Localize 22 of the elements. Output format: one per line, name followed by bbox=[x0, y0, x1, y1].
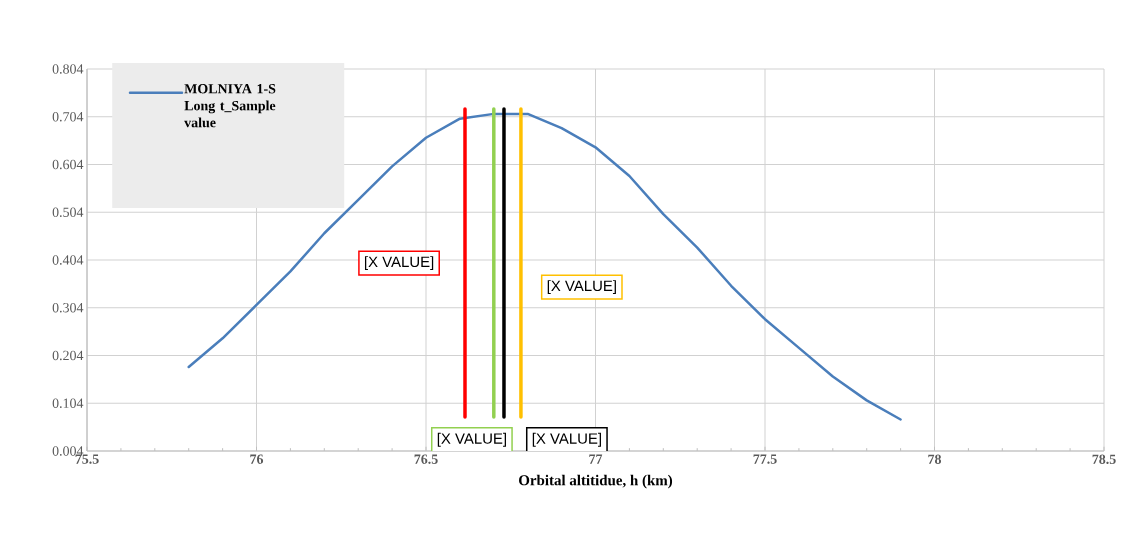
y-tick-label: 0.204 bbox=[52, 350, 84, 361]
x-tick-label: 75.5 bbox=[75, 454, 99, 464]
x-tick-label: 77.5 bbox=[753, 454, 777, 464]
annotation: [X VALUE] bbox=[547, 280, 616, 295]
x-tick-label: 76.5 bbox=[414, 454, 438, 464]
x-tick-label: 78.5 bbox=[1092, 454, 1116, 464]
y-tick-label: 0.804 bbox=[52, 64, 84, 74]
annotation: [X VALUE] bbox=[364, 256, 434, 271]
y-tick-label: 0.604 bbox=[52, 159, 84, 170]
annotation: [X VALUE] bbox=[532, 432, 601, 447]
y-tick-label: 0.104 bbox=[52, 398, 84, 408]
annotation: [X VALUE] bbox=[437, 432, 506, 447]
y-tick-label: 0.404 bbox=[52, 255, 84, 265]
legend-label: MOLNIYA 1-S Long t_Sample value bbox=[184, 84, 276, 128]
x-tick-label: 76 bbox=[250, 454, 264, 464]
y-tick-label: 0.504 bbox=[52, 207, 84, 217]
x-tick-label: 78 bbox=[928, 454, 942, 464]
y-tick-label: 0.304 bbox=[52, 303, 84, 313]
x-axis-title: Orbital altitidue, h (km) bbox=[519, 474, 673, 489]
y-tick-label: 0.704 bbox=[52, 112, 84, 122]
y-tick-label: 0.004 bbox=[52, 446, 84, 456]
x-tick-label: 77 bbox=[589, 454, 603, 464]
